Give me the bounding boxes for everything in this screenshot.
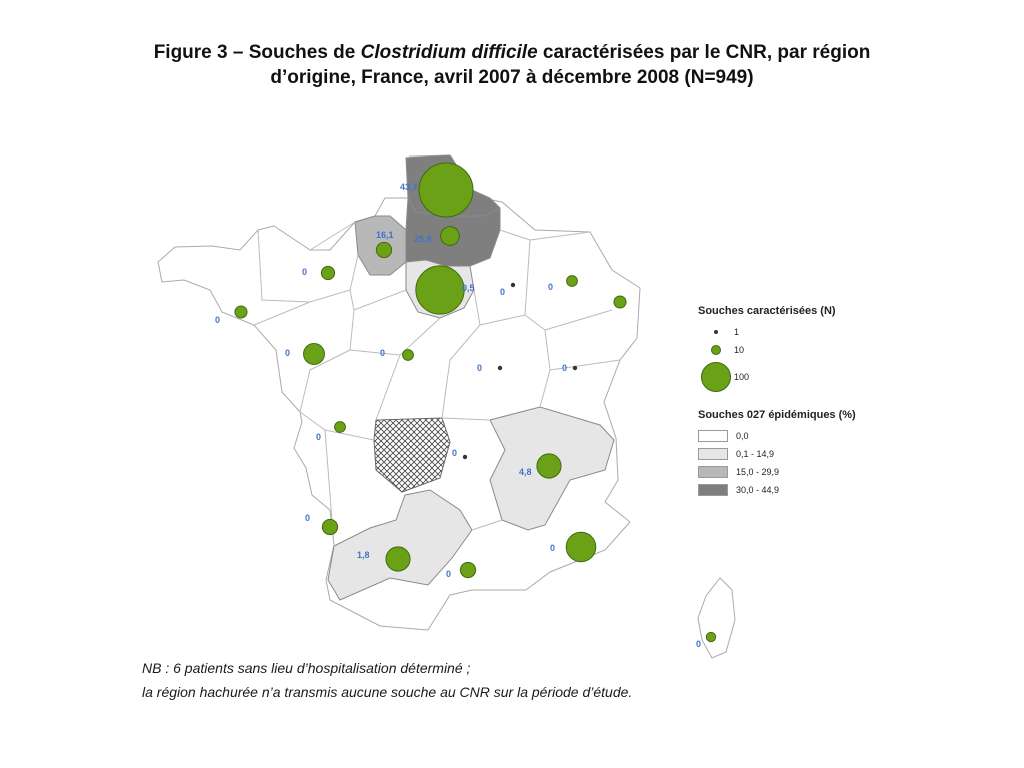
pct-labels: 43,7 25,8 16,1 0,5 0 0 0 0 0 0 0 0 0 0 4,8 0 1,8 0 0 0 <box>215 182 701 649</box>
bubble-auvergne <box>462 454 468 460</box>
legend-pct-3: 30,0 - 44,9 <box>698 481 928 499</box>
swatch-white <box>698 430 728 442</box>
pct-label-pays-de-la-loire: 0 <box>285 348 290 358</box>
bubble-pays-de-la-loire <box>303 343 325 365</box>
bubble-bourgogne <box>497 365 503 371</box>
bubble-provence-alpes-cote-d-azur <box>565 531 597 563</box>
legend-count-label: 100 <box>734 372 750 382</box>
legend-bubble-medium-icon <box>711 345 721 355</box>
bubble-midi-pyrenees <box>385 546 411 572</box>
footnote-line-2: la région hachurée n’a transmis aucune s… <box>142 684 633 700</box>
pct-label-nord-pas-de-calais: 43,7 <box>400 182 418 192</box>
bubble-nord-pas-de-calais <box>418 162 474 218</box>
pct-label-ile-de-france: 0,5 <box>462 283 475 293</box>
bubble-languedoc-roussillon <box>459 561 477 579</box>
legend-pct-label: 30,0 - 44,9 <box>736 485 780 495</box>
bubble-alsace <box>613 295 627 309</box>
bubble-ile-de-france <box>415 265 465 315</box>
legend: Souches caractérisées (N) 1 10 100 Souch… <box>698 305 928 499</box>
pct-label-picardie: 25,8 <box>414 234 432 244</box>
bubble-poitou-charentes <box>334 421 346 433</box>
bubble-champagne-ardenne <box>510 282 516 288</box>
bubble-basse-normandie <box>320 265 336 281</box>
legend-pct-0: 0,0 <box>698 427 928 445</box>
legend-pct-label: 0,0 <box>736 431 749 441</box>
map-svg: 43,7 25,8 16,1 0,5 0 0 0 0 0 0 0 0 0 0 4,8 0 1,8 0 0 0 <box>157 154 736 659</box>
footnote: NB : 6 patients sans lieu d’hospitalisat… <box>142 656 632 704</box>
title-line-2: d’origine, France, avril 2007 à décembre… <box>270 67 754 88</box>
pct-label-lorraine: 0 <box>548 282 553 292</box>
pct-label-languedoc-roussillon: 0 <box>446 569 451 579</box>
figure-title: Figure 3 – Souches de Clostridium diffic… <box>40 40 984 90</box>
strain-count-bubbles <box>234 162 717 643</box>
corse-outline <box>697 577 736 659</box>
pct-label-rhone-alpes: 4,8 <box>519 467 532 477</box>
pct-label-provence-alpes-cote-d-azur: 0 <box>550 543 555 553</box>
legend-count-label: 1 <box>734 327 740 337</box>
pct-label-basse-normandie: 0 <box>302 267 307 277</box>
swatch-light-gray <box>698 448 728 460</box>
bubble-franche-comte <box>572 365 578 371</box>
pct-label-midi-pyrenees: 1,8 <box>357 550 370 560</box>
pct-label-bourgogne: 0 <box>477 363 482 373</box>
footnote-line-1: NB : 6 patients sans lieu d’hospitalisat… <box>142 660 471 676</box>
legend-pct-1: 0,1 - 14,9 <box>698 445 928 463</box>
title-prefix: Figure 3 – Souches de <box>153 42 361 63</box>
legend-pct-title: Souches 027 épidémiques (%) <box>698 409 856 421</box>
pct-label-corse: 0 <box>696 639 701 649</box>
pct-label-franche-comte: 0 <box>562 363 567 373</box>
region-limousin <box>373 417 451 493</box>
pct-label-aquitaine: 0 <box>305 513 310 523</box>
pct-label-haute-normandie: 16,1 <box>376 230 394 240</box>
legend-bubble-small-icon <box>714 330 718 334</box>
pct-label-auvergne: 0 <box>452 448 457 458</box>
bubble-lorraine <box>566 275 578 287</box>
pct-label-bretagne: 0 <box>215 315 220 325</box>
swatch-mid-gray <box>698 466 728 478</box>
bubble-bretagne <box>234 305 248 319</box>
legend-pct-label: 15,0 - 29,9 <box>736 467 780 477</box>
legend-count-label: 10 <box>734 345 745 355</box>
bubble-rhone-alpes <box>536 453 562 479</box>
legend-bubble-large-icon <box>701 362 731 392</box>
bubble-picardie <box>440 226 460 246</box>
legend-pct-label: 0,1 - 14,9 <box>736 449 775 459</box>
legend-count-title: Souches caractérisées (N) <box>698 305 836 317</box>
legend-count-100: 100 <box>698 359 928 395</box>
bubble-corse <box>705 631 717 643</box>
swatch-dark-gray <box>698 484 728 496</box>
bubble-haute-normandie <box>375 241 393 259</box>
pct-label-centre: 0 <box>380 348 385 358</box>
legend-count-1: 1 <box>698 323 928 341</box>
region-midi-pyrenees <box>327 489 473 601</box>
france-region-map: 43,7 25,8 16,1 0,5 0 0 0 0 0 0 0 0 0 0 4,8 0 1,8 0 0 0 <box>150 150 750 660</box>
region-borders <box>253 221 621 547</box>
title-italic: Clostridium difficile <box>360 42 538 63</box>
title-suffix: caractérisées par le CNR, par région <box>537 42 871 63</box>
bubble-centre <box>402 349 414 361</box>
pct-label-champagne-ardenne: 0 <box>500 287 505 297</box>
legend-pct-2: 15,0 - 29,9 <box>698 463 928 481</box>
bubble-aquitaine <box>321 518 339 536</box>
legend-count-10: 10 <box>698 341 928 359</box>
pct-label-poitou-charentes: 0 <box>316 432 321 442</box>
